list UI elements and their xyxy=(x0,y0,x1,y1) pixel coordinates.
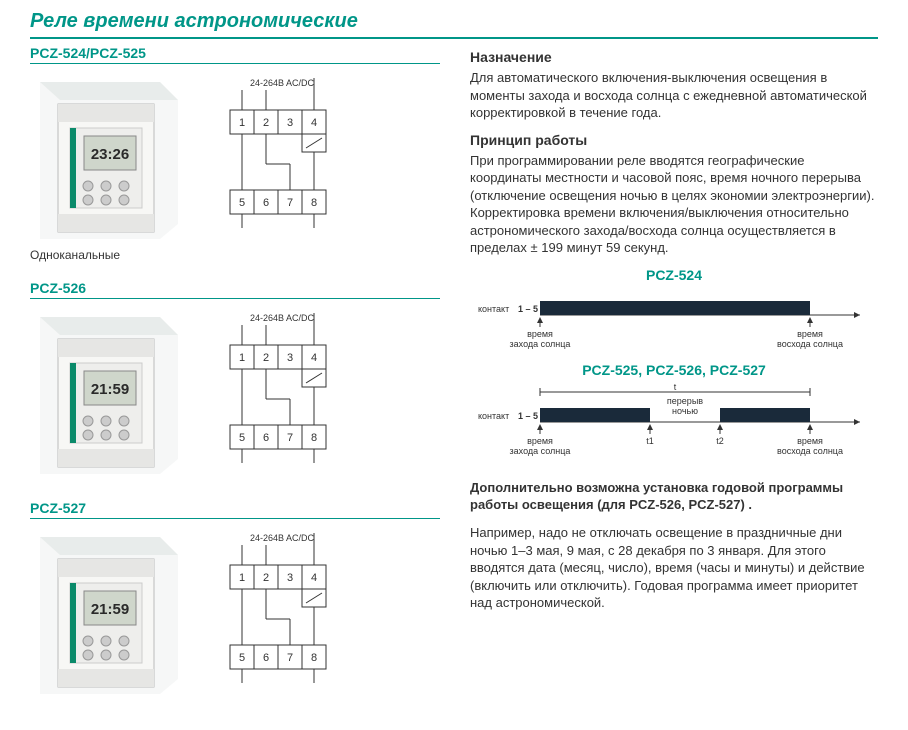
svg-text:t2: t2 xyxy=(716,436,724,446)
svg-text:24-264B AC/DC: 24-264B AC/DC xyxy=(250,78,315,88)
svg-text:5: 5 xyxy=(239,197,245,209)
wiring-diagram: 24-264B AC/DC 1 2 3 4 5 6 7 8 xyxy=(210,74,380,247)
svg-text:контакт: контакт xyxy=(478,304,509,314)
wiring-diagram: 24-264B AC/DC 1 2 3 4 5 6 7 8 xyxy=(210,529,380,702)
svg-text:6: 6 xyxy=(263,432,269,444)
additional-text: Например, надо не отключать освещение в … xyxy=(470,524,878,612)
svg-text:6: 6 xyxy=(263,197,269,209)
svg-text:5: 5 xyxy=(239,432,245,444)
svg-text:3: 3 xyxy=(287,117,293,129)
left-column: PCZ-524/PCZ-525 23:26 Одноканальные 24-2… xyxy=(30,45,440,720)
svg-text:8: 8 xyxy=(311,197,317,209)
svg-text:4: 4 xyxy=(311,117,317,129)
device-image: 23:26 Одноканальные xyxy=(30,74,180,262)
svg-text:время: время xyxy=(527,436,553,446)
device-image: 21:59 xyxy=(30,309,180,477)
svg-text:t: t xyxy=(674,384,677,392)
svg-text:24-264B AC/DC: 24-264B AC/DC xyxy=(250,313,315,323)
additional-bold: Дополнительно возможна установка годовой… xyxy=(470,479,878,514)
svg-text:1 – 5: 1 – 5 xyxy=(518,411,538,421)
principle-text: При программировании реле вводятся геогр… xyxy=(470,152,878,257)
svg-text:время: время xyxy=(797,436,823,446)
svg-text:1: 1 xyxy=(239,117,245,129)
device-caption: Одноканальные xyxy=(30,248,180,262)
svg-text:6: 6 xyxy=(263,652,269,664)
svg-text:3: 3 xyxy=(287,572,293,584)
wiring-diagram: 24-264B AC/DC 1 2 3 4 5 6 7 8 xyxy=(210,309,380,482)
product-block: PCZ-527 21:59 24-264B AC/DC 1 2 3 4 5 6 7 8 xyxy=(30,500,440,702)
timing-diagram-1-title: PCZ-524 xyxy=(470,267,878,283)
right-column: Назначение Для автоматического включения… xyxy=(470,45,878,720)
svg-text:3: 3 xyxy=(287,352,293,364)
svg-text:8: 8 xyxy=(311,652,317,664)
svg-text:21:59: 21:59 xyxy=(91,381,129,398)
svg-text:7: 7 xyxy=(287,432,293,444)
svg-text:23:26: 23:26 xyxy=(91,146,129,163)
svg-text:время: время xyxy=(797,329,823,339)
svg-text:захода солнца: захода солнца xyxy=(510,446,571,456)
svg-text:1 – 5: 1 – 5 xyxy=(518,304,538,314)
principle-heading: Принцип работы xyxy=(470,132,878,148)
product-title: PCZ-527 xyxy=(30,500,440,519)
device-image: 21:59 xyxy=(30,529,180,697)
svg-text:перерыв: перерыв xyxy=(667,396,703,406)
svg-text:7: 7 xyxy=(287,652,293,664)
timing-diagram-1: контакт 1 – 5времязахода солнцавремявосх… xyxy=(470,289,878,352)
svg-text:1: 1 xyxy=(239,352,245,364)
product-block: PCZ-526 21:59 24-264B AC/DC 1 2 3 4 5 6 7 8 xyxy=(30,280,440,482)
svg-text:4: 4 xyxy=(311,352,317,364)
svg-text:время: время xyxy=(527,329,553,339)
svg-text:5: 5 xyxy=(239,652,245,664)
svg-text:2: 2 xyxy=(263,117,269,129)
product-title: PCZ-526 xyxy=(30,280,440,299)
svg-text:восхода солнца: восхода солнца xyxy=(777,446,843,456)
svg-text:7: 7 xyxy=(287,197,293,209)
svg-text:2: 2 xyxy=(263,572,269,584)
svg-text:контакт: контакт xyxy=(478,411,509,421)
timing-diagram-2-title: PCZ-525, PCZ-526, PCZ-527 xyxy=(470,362,878,378)
timing-diagram-2: tперерывночьюконтакт 1 – 5t1t2времязаход… xyxy=(470,384,878,465)
svg-text:4: 4 xyxy=(311,572,317,584)
svg-text:21:59: 21:59 xyxy=(91,601,129,618)
purpose-text: Для автоматического включения-выключения… xyxy=(470,69,878,122)
svg-text:восхода солнца: восхода солнца xyxy=(777,339,843,349)
product-block: PCZ-524/PCZ-525 23:26 Одноканальные 24-2… xyxy=(30,45,440,262)
page-title: Реле времени астрономические xyxy=(30,10,878,39)
svg-text:8: 8 xyxy=(311,432,317,444)
svg-text:24-264B AC/DC: 24-264B AC/DC xyxy=(250,533,315,543)
svg-text:t1: t1 xyxy=(646,436,654,446)
svg-text:ночью: ночью xyxy=(672,406,698,416)
svg-text:2: 2 xyxy=(263,352,269,364)
product-title: PCZ-524/PCZ-525 xyxy=(30,45,440,64)
purpose-heading: Назначение xyxy=(470,49,878,65)
svg-text:1: 1 xyxy=(239,572,245,584)
svg-text:захода солнца: захода солнца xyxy=(510,339,571,349)
